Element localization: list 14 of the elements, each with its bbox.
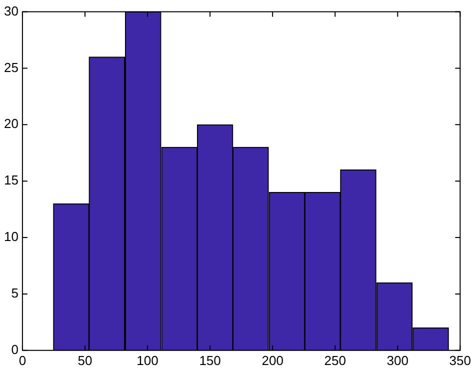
y-tick-label: 15 — [4, 172, 18, 188]
x-tick-label: 250 — [324, 352, 346, 368]
x-tick-label: 150 — [199, 352, 221, 368]
y-tick-label: 10 — [4, 229, 18, 244]
x-tick-label: 350 — [449, 352, 472, 368]
x-tick-label: 100 — [136, 352, 158, 368]
y-tick-label: 0 — [11, 342, 18, 357]
y-tick-label: 20 — [4, 116, 18, 132]
y-tick-label: 5 — [11, 286, 18, 301]
x-tick-label: 200 — [262, 352, 284, 368]
y-tick-label: 30 — [4, 3, 18, 18]
x-tick-label: 300 — [386, 352, 408, 368]
y-tick-label: 25 — [4, 60, 18, 75]
x-tick-label: 50 — [78, 352, 92, 368]
